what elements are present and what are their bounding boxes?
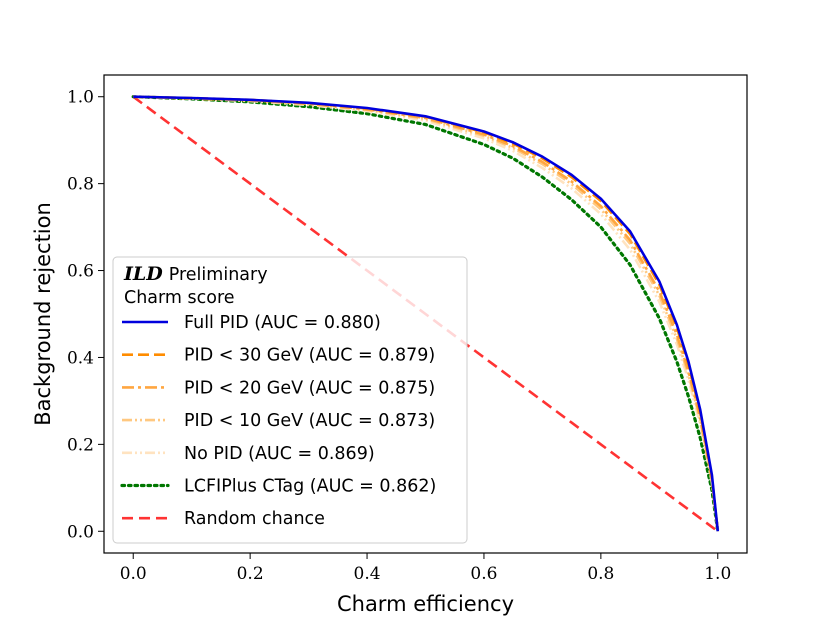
plot-frame bbox=[103, 74, 748, 554]
series-line-0 bbox=[133, 95, 720, 532]
y-tick-label: 0.8 bbox=[67, 175, 94, 195]
y-tick-label: 0.2 bbox=[67, 435, 94, 455]
legend-label: PID < 20 GeV (AUC = 0.875) bbox=[184, 378, 435, 398]
series-line-5 bbox=[131, 95, 720, 533]
legend-subtitle: Charm score bbox=[124, 288, 235, 308]
legend-label: LCFIPlus CTag (AUC = 0.862) bbox=[184, 477, 436, 497]
x-tick-label: 0.4 bbox=[354, 564, 381, 584]
legend-label: PID < 10 GeV (AUC = 0.873) bbox=[184, 411, 435, 431]
legend-label: Random chance bbox=[184, 509, 325, 529]
legend-title-suffix: Preliminary bbox=[169, 265, 268, 285]
y-tick-label: 0.6 bbox=[67, 262, 94, 282]
legend-box bbox=[112, 256, 468, 544]
y-axis-label: Background rejection bbox=[31, 202, 55, 426]
x-tick-label: 0.6 bbox=[470, 564, 497, 584]
legend-label: PID < 30 GeV (AUC = 0.879) bbox=[184, 346, 435, 366]
x-tick-label: 1.0 bbox=[704, 564, 731, 584]
tick-layer: 0.0 0.2 0.4 0.6 0.8 1.0 0.0 0.2 0.4 0.6 0.8 1.0 bbox=[67, 88, 731, 584]
series-line-6 bbox=[132, 95, 719, 533]
x-tick-label: 0.8 bbox=[587, 564, 614, 584]
y-tick-label: 0.0 bbox=[67, 522, 94, 542]
legend-label: No PID (AUC = 0.869) bbox=[184, 444, 375, 464]
legend-title: ILD Preliminary bbox=[123, 263, 268, 285]
legend-label: Full PID (AUC = 0.880) bbox=[184, 313, 381, 333]
x-axis-label: Charm efficiency bbox=[337, 592, 514, 616]
legend-entries: Full PID (AUC = 0.880) PID < 30 GeV (AUC … bbox=[120, 313, 436, 529]
x-tick-label: 0.0 bbox=[120, 564, 147, 584]
legend: ILD Preliminary Charm score Full PID (AUC… bbox=[112, 256, 468, 544]
series-layer bbox=[131, 95, 720, 533]
y-tick-label: 1.0 bbox=[67, 88, 94, 108]
y-tick-label: 0.4 bbox=[67, 348, 94, 368]
x-tick-label: 0.2 bbox=[237, 564, 264, 584]
legend-title-brand: ILD bbox=[123, 263, 163, 285]
